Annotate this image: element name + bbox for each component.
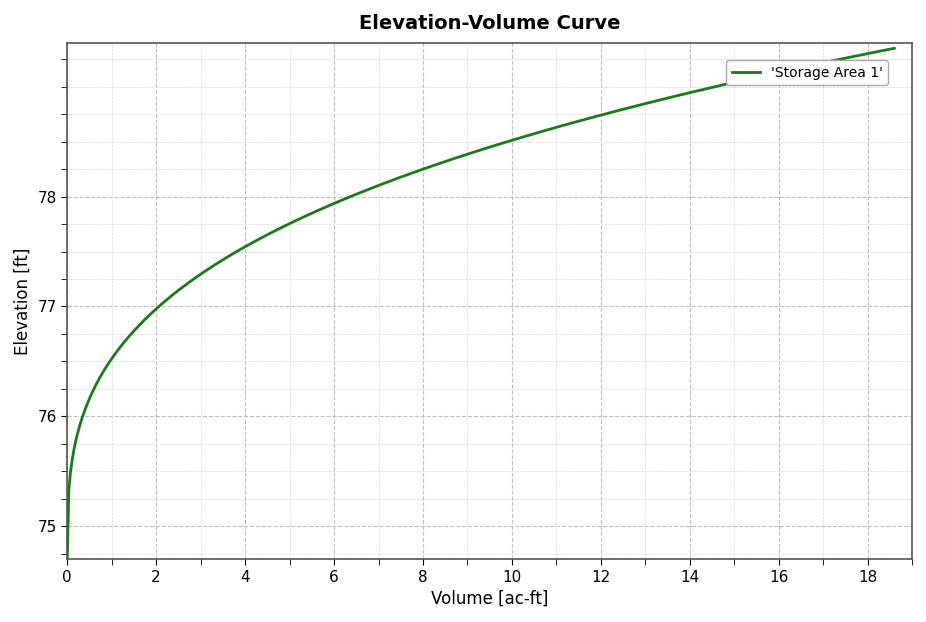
Y-axis label: Elevation [ft]: Elevation [ft] xyxy=(14,248,31,355)
Title: Elevation-Volume Curve: Elevation-Volume Curve xyxy=(359,14,620,33)
'Storage Area 1' xyxy=(62,555,73,563)
X-axis label: Volume [ac-ft]: Volume [ac-ft] xyxy=(431,590,548,608)
'Storage Area 1' xyxy=(459,151,470,159)
Line: 'Storage Area 1': 'Storage Area 1' xyxy=(68,49,895,559)
Legend: 'Storage Area 1': 'Storage Area 1' xyxy=(726,60,888,85)
'Storage Area 1' xyxy=(509,136,520,143)
'Storage Area 1' xyxy=(455,153,466,160)
'Storage Area 1' xyxy=(740,76,751,83)
'Storage Area 1' xyxy=(889,45,900,52)
'Storage Area 1' xyxy=(869,49,880,56)
'Storage Area 1' xyxy=(554,123,565,130)
